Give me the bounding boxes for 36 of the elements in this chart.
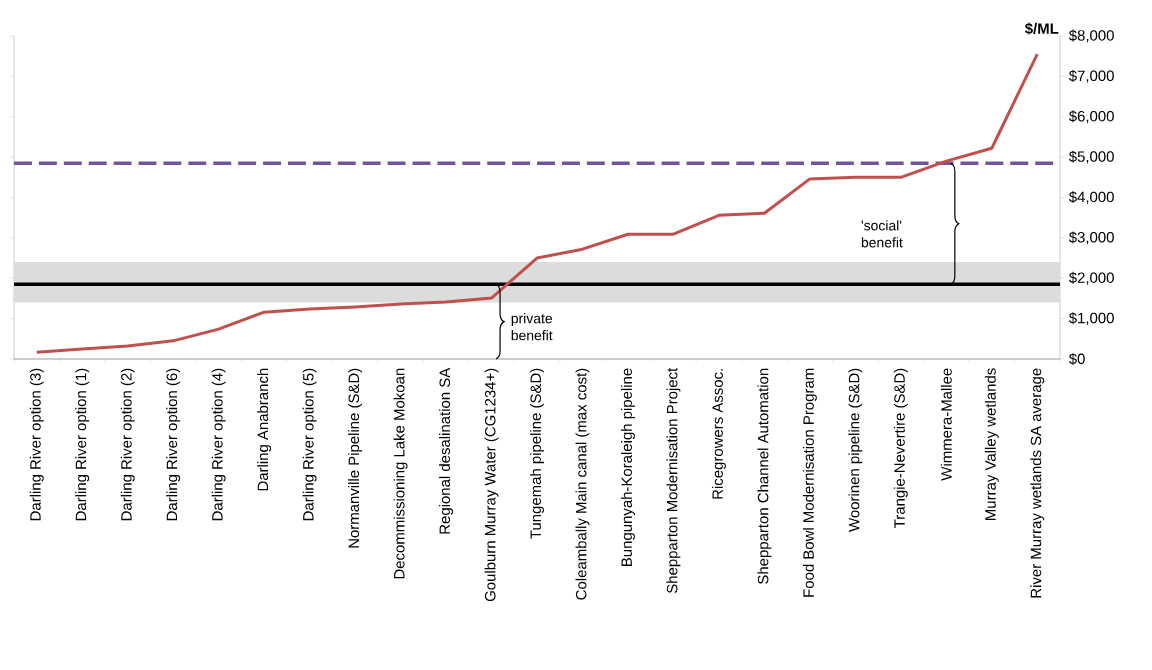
- y-tick-label: $0: [1068, 352, 1085, 366]
- y-tick-label: $6,000: [1068, 110, 1114, 124]
- x-tick-label: Shepparton Channel Automation: [757, 368, 772, 584]
- x-tick-label: Trangie-Nevertire (S&D): [893, 368, 908, 528]
- x-tick-label: Darling River option (1): [75, 368, 90, 521]
- x-tick-label: Darling River option (3): [29, 368, 44, 521]
- y-tick-label: $8,000: [1068, 29, 1114, 43]
- x-tick-label: Bungunyah-Koraleigh pipeline: [620, 368, 635, 566]
- annotation: 'social' benefit: [861, 220, 903, 248]
- x-tick-label: Decommissioning Lake Mokoan: [393, 368, 408, 579]
- x-tick-label: Coleambally Main canal (max cost): [575, 368, 590, 600]
- x-tick-label: Normanville Pipeline (S&D): [348, 368, 363, 548]
- x-tick-label: Ricegrowers Assoc.: [711, 369, 726, 499]
- annotation: private benefit: [511, 313, 553, 341]
- y-tick-label: $1,000: [1068, 312, 1114, 326]
- y-tick-label: $4,000: [1068, 191, 1114, 204]
- y-tick-label: $3,000: [1068, 231, 1114, 245]
- x-tick-label: Murray Valley wetlands: [984, 368, 999, 520]
- line-series: [35, 52, 1039, 354]
- x-tick-label: Darling Anabranch: [257, 368, 272, 491]
- x-tick-label: Shepparton Modernisation Project: [666, 367, 681, 594]
- x-tick-label: Food Bowl Modernisation Program: [802, 368, 817, 597]
- x-tick-label: Tungemah pipeline (S&D): [530, 368, 544, 539]
- x-tick-label: Woorinen pipeline (S&D): [848, 368, 863, 532]
- y-tick-label: $2,000: [1068, 271, 1114, 285]
- x-tick-label: Wimmera-Mallee: [940, 368, 952, 481]
- y-tick-label: $7,000: [1068, 69, 1114, 83]
- x-tick-label: Regional desalination SA: [439, 367, 453, 534]
- x-tick-label: Darling River option (6): [166, 368, 181, 521]
- y-axis-title: $/ML: [1024, 22, 1059, 35]
- x-tick-label: River Murray wetlands SA average: [1030, 368, 1045, 598]
- x-tick-label: Goulburn Murray Water (CG1234+): [484, 368, 499, 602]
- x-tick-label: Darling River option (4): [211, 368, 226, 521]
- x-tick-label: Darling River option (5): [302, 368, 317, 521]
- x-tick-label: Darling River option (2): [120, 368, 135, 521]
- y-tick-label: $5,000: [1068, 150, 1114, 164]
